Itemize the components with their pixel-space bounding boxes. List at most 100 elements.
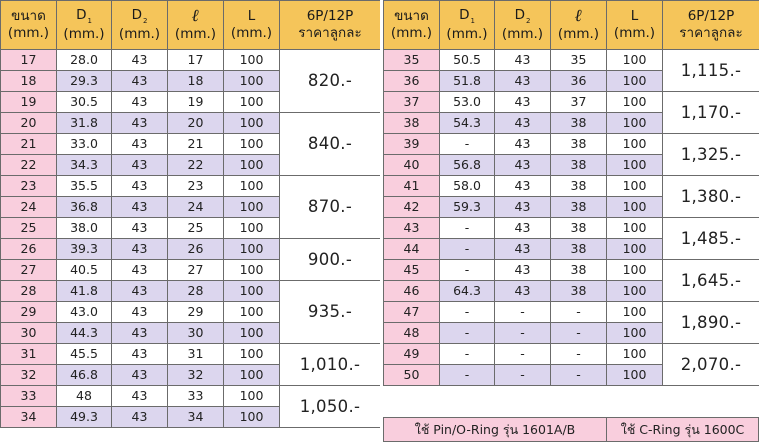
d1-cell: - — [439, 343, 495, 365]
table-row: 37 53.0 43 37 100 1,170.- — [383, 91, 759, 134]
size-cell: 37 — [383, 91, 440, 113]
d1-cell: - — [439, 259, 495, 281]
length-cell: 100 — [223, 196, 280, 218]
size-cell: 47 — [383, 301, 440, 323]
header-ell: ℓ (mm.) — [167, 0, 224, 50]
price-cell: 1,890.- — [662, 301, 759, 344]
price-cell: 935.- — [279, 280, 381, 344]
d2-cell: 43 — [494, 133, 551, 155]
d1-cell: 46.8 — [56, 364, 112, 386]
length-cell: 100 — [606, 217, 663, 239]
size-cell: 49 — [383, 343, 440, 365]
size-cell: 33 — [0, 385, 57, 407]
d1-cell: 30.5 — [56, 91, 112, 113]
length-cell: 100 — [223, 364, 280, 386]
length-cell: 100 — [223, 112, 280, 134]
size-cell: 48 — [383, 322, 440, 344]
table-row: 43-43 38 100 1,485.- — [383, 217, 759, 260]
table-row: 26 39.3 43 26 100 900.- — [0, 238, 381, 281]
length-cell: 100 — [606, 196, 663, 218]
ell-cell: 22 — [167, 154, 224, 176]
price-cell: 2,070.- — [662, 343, 759, 386]
ell-cell: 38 — [550, 196, 607, 218]
header-d2: D2 (mm.) — [111, 0, 168, 50]
d1-cell: - — [439, 301, 495, 323]
d2-cell: 43 — [111, 154, 168, 176]
d1-cell: 48 — [56, 385, 112, 407]
ell-cell: 25 — [167, 217, 224, 239]
ell-cell: 30 — [167, 322, 224, 344]
length-cell: 100 — [606, 70, 663, 92]
table-row: 33 48 43 33 100 1,050.- — [0, 385, 381, 428]
size-cell: 41 — [383, 175, 440, 197]
ell-cell: 38 — [550, 154, 607, 176]
ell-cell: 26 — [167, 238, 224, 260]
length-cell: 100 — [223, 301, 280, 323]
d2-cell: - — [494, 343, 551, 365]
d2-cell: 43 — [111, 322, 168, 344]
ell-cell: 36 — [550, 70, 607, 92]
d2-cell: 43 — [111, 175, 168, 197]
d2-cell: 43 — [111, 217, 168, 239]
ell-cell: - — [550, 343, 607, 365]
ell-cell: - — [550, 301, 607, 323]
length-cell: 100 — [223, 217, 280, 239]
header-ell: ℓ (mm.) — [550, 0, 607, 50]
ell-cell: 24 — [167, 196, 224, 218]
d2-cell: 43 — [111, 112, 168, 134]
table-row: 49- - -100 2,070.- — [383, 343, 759, 386]
length-cell: 100 — [606, 364, 663, 386]
header-size: ขนาด (mm.) — [383, 0, 440, 50]
header-row: ขนาด (mm.) D1 (mm.) D2 (mm.) ℓ (mm.) L (mm.) … — [383, 0, 759, 50]
d1-cell: 56.8 — [439, 154, 495, 176]
price-cell: 870.- — [279, 175, 381, 239]
d1-cell: 38.0 — [56, 217, 112, 239]
size-cell: 29 — [0, 301, 57, 323]
size-cell: 25 — [0, 217, 57, 239]
header-length: L (mm.) — [606, 0, 663, 50]
table-row: 42 59.3 43 38 100 — [383, 196, 759, 218]
length-cell: 100 — [606, 49, 663, 71]
d2-cell: 43 — [494, 238, 551, 260]
ell-cell: 35 — [550, 49, 607, 71]
size-cell: 19 — [0, 91, 57, 113]
table-row: 44-43 38 100 — [383, 238, 759, 260]
length-cell: 100 — [223, 343, 280, 365]
d2-cell: 43 — [111, 406, 168, 428]
price-cell: 1,380.- — [662, 175, 759, 218]
d1-cell: 39.3 — [56, 238, 112, 260]
price-cell: 840.- — [279, 112, 381, 176]
length-cell: 100 — [223, 385, 280, 407]
price-cell: 1,010.- — [279, 343, 381, 386]
size-cell: 24 — [0, 196, 57, 218]
price-cell: 1,170.- — [662, 91, 759, 134]
length-cell: 100 — [223, 322, 280, 344]
ell-cell: 34 — [167, 406, 224, 428]
table-row: 24 36.8 43 24 100 — [0, 196, 381, 218]
table-row: 30 44.3 43 30 100 — [0, 322, 381, 344]
d1-cell: 49.3 — [56, 406, 112, 428]
table-row: 20 31.8 43 20 100 840.- — [0, 112, 381, 176]
table-row: 25 38.0 43 25 100 — [0, 217, 381, 239]
size-cell: 17 — [0, 49, 57, 71]
size-cell: 31 — [0, 343, 57, 365]
table-row: 36 51.8 43 36 100 — [383, 70, 759, 92]
size-cell: 38 — [383, 112, 440, 134]
d2-cell: 43 — [111, 343, 168, 365]
header-d1: D1 (mm.) — [439, 0, 495, 50]
length-cell: 100 — [223, 49, 280, 71]
table-row: 40 56.8 43 38 100 — [383, 154, 759, 176]
size-cell: 30 — [0, 322, 57, 344]
size-cell: 20 — [0, 112, 57, 134]
price-cell: 1,050.- — [279, 385, 381, 428]
table-row: 21 33.0 43 21 100 — [0, 133, 381, 155]
length-cell: 100 — [606, 322, 663, 344]
d2-cell: 43 — [111, 301, 168, 323]
size-cell: 42 — [383, 196, 440, 218]
price-cell: 1,325.- — [662, 133, 759, 176]
d1-cell: 35.5 — [56, 175, 112, 197]
d1-cell: 40.5 — [56, 259, 112, 281]
d1-cell: 54.3 — [439, 112, 495, 134]
table-row: 22 34.3 43 22 100 — [0, 154, 381, 176]
size-cell: 26 — [0, 238, 57, 260]
